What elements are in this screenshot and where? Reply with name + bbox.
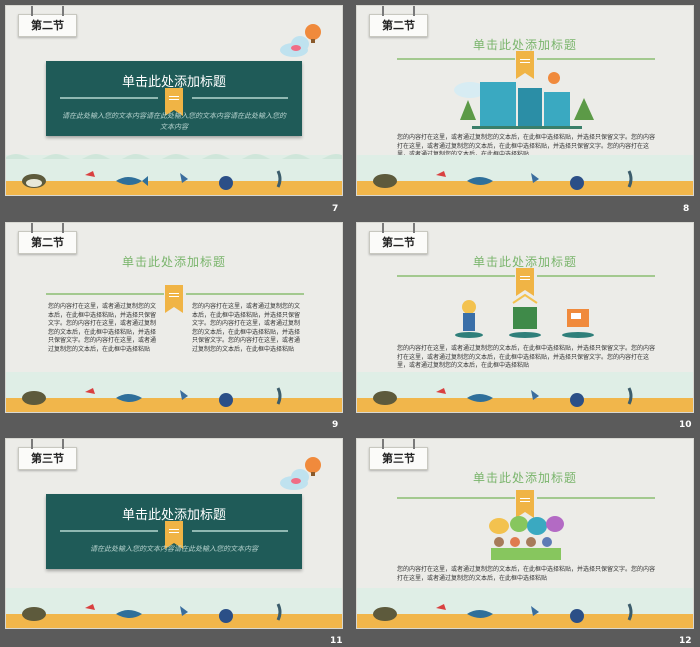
title-card: 单击此处添加标题 请在此处输入您的文本内容请在此处输入您的文本内容 (46, 494, 302, 569)
slide-number: 11 (330, 636, 343, 646)
sea-footer (6, 153, 342, 195)
cloud-balloon-icon (280, 24, 321, 57)
ribbon-icon (516, 490, 534, 518)
ribbon-icon (165, 88, 183, 116)
section-tag: 第二节 (369, 223, 428, 254)
sea-footer (357, 370, 693, 412)
sea-creatures-icon (22, 387, 282, 407)
icon-row (455, 293, 594, 338)
section-tag: 第二节 (18, 6, 77, 37)
section-tag: 第三节 (18, 439, 77, 470)
sea-creatures-icon (373, 603, 633, 623)
sea-creatures-icon (373, 387, 633, 407)
slide-number: 9 (332, 420, 339, 430)
sea-footer (357, 153, 693, 195)
slide-title[interactable]: 单击此处添加标题 (121, 75, 226, 90)
body-text[interactable]: 您的内容打在这里，或者通过复制您的文本后，在此框中选择粘贴，并选择只保留文字。您… (397, 566, 656, 582)
cloud-balloon-icon (280, 457, 321, 490)
sea-creatures-icon (22, 170, 282, 190)
sea-footer (6, 586, 342, 628)
body-text-left[interactable]: 您的内容打在这里，或者通过复制您的文本后，在此框中选择粘贴，并选择只保留文字。您… (48, 303, 157, 353)
ribbon-icon (516, 268, 534, 296)
people-icon (489, 516, 564, 560)
slide-number: 7 (332, 204, 339, 214)
title-card: 单击此处添加标题 请在此处输入您的文本内容请在此处输入您的文本内容请在此处输入您… (46, 61, 302, 136)
slide-8[interactable]: 第二节 单击此处添加标题 您的内容打在这里，或者通过复制您的文本后，在此框中选择… (356, 5, 694, 196)
body-text[interactable]: 您的内容打在这里，或者通过复制您的文本后，在此框中选择粘贴，并选择只保留文字。您… (397, 134, 656, 158)
ribbon-icon (165, 521, 183, 549)
slide-10[interactable]: 第二节 单击此处添加标题 您的内容打在这里，或者通过复制您的文本后，在此框中选择… (356, 222, 694, 413)
body-text-right[interactable]: 您的内容打在这里，或者通过复制您的文本后，在此框中选择粘贴，并选择只保留文字。您… (192, 303, 301, 353)
slide-9[interactable]: 第二节 单击此处添加标题 您的内容打在这里，或者通过复制您的文本后，在此框中选择… (5, 222, 343, 413)
slide-title[interactable]: 单击此处添加标题 (472, 471, 577, 485)
section-tag: 第二节 (369, 6, 428, 37)
slide-title[interactable]: 单击此处添加标题 (472, 255, 577, 269)
slide-title[interactable]: 单击此处添加标题 (121, 255, 226, 269)
sea-creatures-icon (373, 170, 633, 190)
sea-creatures-icon (22, 603, 282, 623)
slide-subtitle[interactable]: 请在此处输入您的文本内容请在此处输入您的文本内容 (90, 545, 258, 553)
slide-subtitle[interactable]: 请在此处输入您的文本内容请在此处输入您的文本内容请在此处输入您的文本内容 (62, 112, 286, 131)
sea-footer (6, 370, 342, 412)
slide-number: 10 (679, 420, 692, 430)
slide-number: 12 (679, 636, 692, 646)
body-text[interactable]: 您的内容打在这里，或者通过复制您的文本后，在此框中选择粘贴，并选择只保留文字。您… (397, 345, 656, 369)
ribbon-icon (516, 51, 534, 79)
ribbon-icon (165, 285, 183, 313)
slide-number: 8 (683, 204, 690, 214)
section-tag: 第三节 (369, 439, 428, 470)
slide-12[interactable]: 第三节 单击此处添加标题 您的内容打在这里，或者通过复制您的文本后，在此框中选择… (356, 438, 694, 629)
server-icon (454, 72, 594, 129)
slide-7[interactable]: 第二节 单击此处添加标题 请在此处输入您的文本内容请在此处输入您的文本内容请在此… (5, 5, 343, 196)
slide-title[interactable]: 单击此处添加标题 (121, 508, 226, 523)
slide-title[interactable]: 单击此处添加标题 (472, 38, 577, 52)
slide-11[interactable]: 第三节 单击此处添加标题 请在此处输入您的文本内容请在此处输入您的文本内容 (5, 438, 343, 629)
sea-footer (357, 586, 693, 628)
section-tag: 第二节 (18, 223, 77, 254)
